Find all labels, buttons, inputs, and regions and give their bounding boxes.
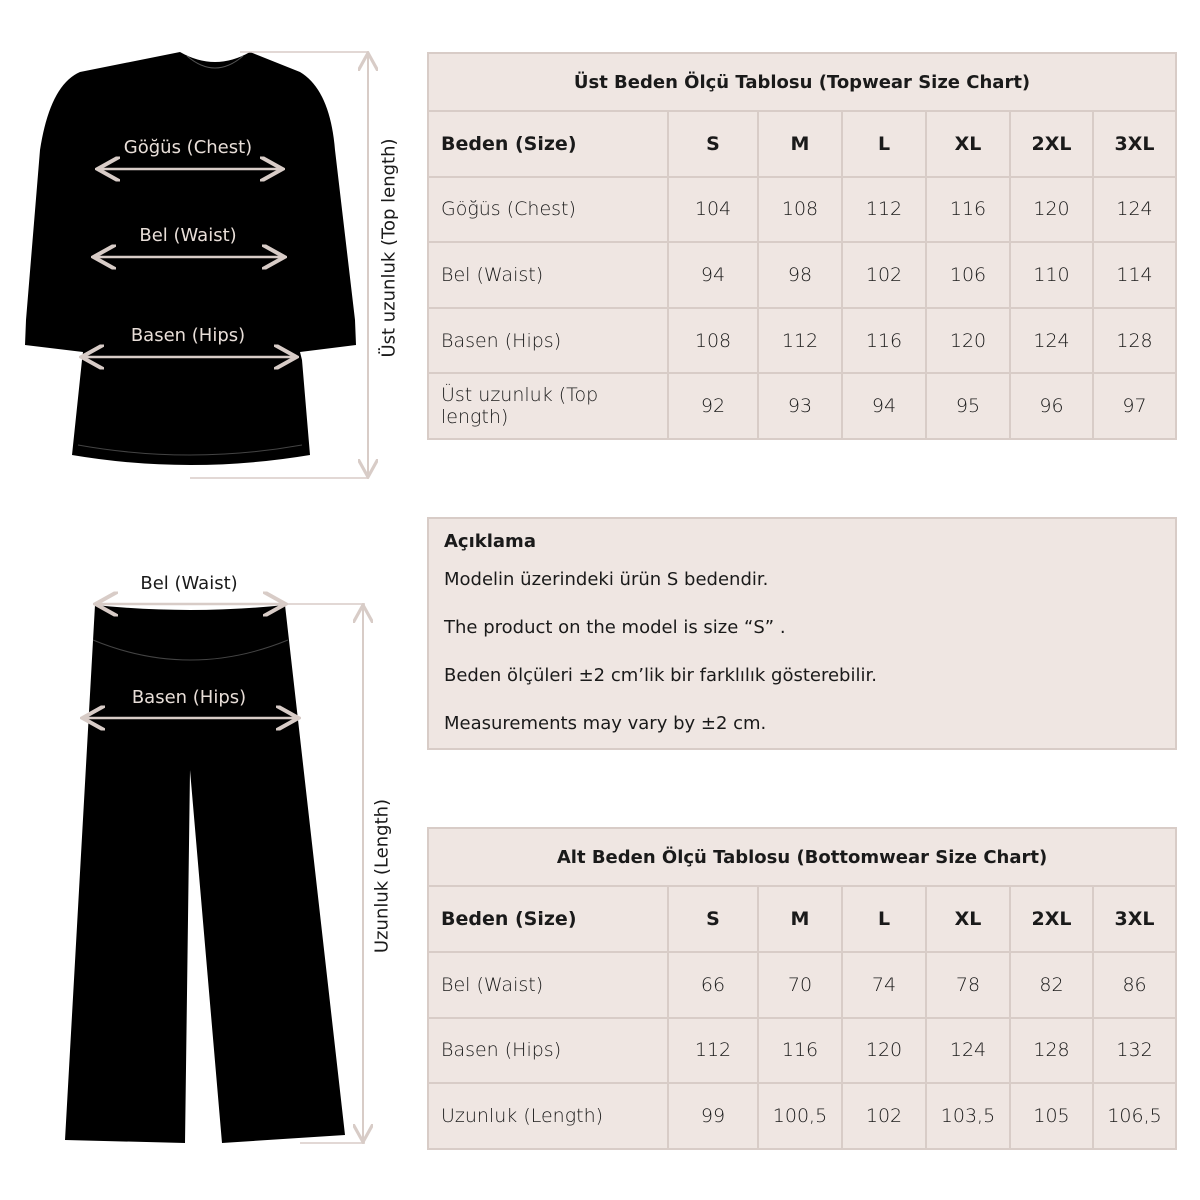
cell-value: 66 [667, 950, 759, 1019]
note-line: Modelin üzerindeki ürün S bedendir. [444, 569, 769, 590]
cell-value: 70 [757, 950, 843, 1019]
cell-value: S [667, 110, 759, 178]
pants-hips-label: Basen (Hips) [131, 687, 247, 708]
cell-value: 2XL [1009, 885, 1094, 953]
row-label: Üst uzunluk (Top length) [427, 372, 669, 440]
waist-label: Bel (Waist) [139, 225, 237, 246]
note-heading: Açıklama [444, 531, 536, 552]
cell-value: 94 [667, 241, 759, 309]
note-line: The product on the model is size “S” . [444, 617, 786, 638]
cell-value: 108 [757, 175, 843, 244]
table-row: Uzunluk (Length) 99 100,5 102 103,5 105 106,5 [427, 1082, 1178, 1151]
row-label: Beden (Size) [427, 885, 669, 953]
table-title: Üst Beden Ölçü Tablosu (Topwear Size Cha… [426, 52, 1178, 112]
cell-value: 116 [757, 1016, 843, 1085]
table-header-row: Beden (Size) S M L XL 2XL 3XL [427, 885, 1178, 953]
table-header-row: Beden (Size) S M L XL 2XL 3XL [427, 110, 1178, 178]
table-row: Bel (Waist) 94 98 102 106 110 114 [427, 241, 1178, 309]
cell-value: 102 [841, 1082, 927, 1151]
cell-value: 93 [757, 372, 843, 440]
cell-value: 104 [667, 175, 759, 244]
cell-value: 124 [925, 1016, 1011, 1085]
cell-value: 124 [1091, 175, 1178, 244]
table-title: Alt Beden Ölçü Tablosu (Bottomwear Size … [426, 827, 1178, 887]
cell-value: 95 [925, 372, 1011, 440]
cell-value: 116 [925, 175, 1011, 244]
row-label: Uzunluk (Length) [427, 1082, 669, 1151]
table-row: Göğüs (Chest) 104 108 112 116 120 124 [427, 175, 1178, 244]
topwear-size-table: Üst Beden Ölçü Tablosu (Topwear Size Cha… [426, 52, 1178, 440]
cell-value: 116 [841, 306, 927, 375]
shirt-shape [25, 52, 356, 465]
pants-waist-label: Bel (Waist) [140, 573, 238, 594]
cell-value: 120 [925, 306, 1011, 375]
cell-value: S [667, 885, 759, 953]
row-label: Beden (Size) [427, 110, 669, 178]
cell-value: 128 [1091, 306, 1178, 375]
cell-value: 74 [841, 950, 927, 1019]
cell-value: 3XL [1091, 110, 1178, 178]
pants-shape [65, 605, 345, 1143]
cell-value: 112 [667, 1016, 759, 1085]
row-label: Bel (Waist) [427, 950, 669, 1019]
cell-value: 100,5 [757, 1082, 843, 1151]
cell-value: 108 [667, 306, 759, 375]
cell-value: 128 [1009, 1016, 1094, 1085]
cell-value: M [757, 885, 843, 953]
cell-value: 78 [925, 950, 1011, 1019]
cell-value: 86 [1091, 950, 1178, 1019]
cell-value: 94 [841, 372, 927, 440]
table-row: Basen (Hips) 112 116 120 124 128 132 [427, 1016, 1178, 1085]
cell-value: 96 [1009, 372, 1094, 440]
cell-value: 106,5 [1091, 1082, 1178, 1151]
cell-value: L [841, 885, 927, 953]
cell-value: 120 [841, 1016, 927, 1085]
cell-value: 99 [667, 1082, 759, 1151]
cell-value: 132 [1091, 1016, 1178, 1085]
cell-value: M [757, 110, 843, 178]
table-row: Bel (Waist) 66 70 74 78 82 86 [427, 950, 1178, 1019]
garment-illustrations [25, 0, 420, 1200]
cell-value: 114 [1091, 241, 1178, 309]
cell-value: 106 [925, 241, 1011, 309]
table-row: Basen (Hips) 108 112 116 120 124 128 [427, 306, 1178, 375]
cell-value: L [841, 110, 927, 178]
cell-value: 3XL [1091, 885, 1178, 953]
bottomwear-size-table: Alt Beden Ölçü Tablosu (Bottomwear Size … [426, 827, 1178, 1151]
note-panel: Açıklama Modelin üzerindeki ürün S beden… [427, 517, 1177, 750]
cell-value: XL [925, 885, 1011, 953]
cell-value: 112 [757, 306, 843, 375]
cell-value: 112 [841, 175, 927, 244]
row-label: Basen (Hips) [427, 1016, 669, 1085]
cell-value: 105 [1009, 1082, 1094, 1151]
row-label: Bel (Waist) [427, 241, 669, 309]
cell-value: 97 [1091, 372, 1178, 440]
table-row: Üst uzunluk (Top length) 92 93 94 95 96 97 [427, 372, 1178, 440]
cell-value: 103,5 [925, 1082, 1011, 1151]
pants-length-label: Uzunluk (Length) [371, 798, 393, 954]
cell-value: 98 [757, 241, 843, 309]
cell-value: 124 [1009, 306, 1094, 375]
chest-label: Göğüs (Chest) [123, 137, 253, 158]
cell-value: 110 [1009, 241, 1094, 309]
cell-value: 2XL [1009, 110, 1094, 178]
row-label: Göğüs (Chest) [427, 175, 669, 244]
hips-label: Basen (Hips) [130, 325, 246, 346]
row-label: Basen (Hips) [427, 306, 669, 375]
cell-value: 92 [667, 372, 759, 440]
note-line: Measurements may vary by ±2 cm. [444, 713, 767, 734]
top-length-label: Üst uzunluk (Top length) [378, 138, 400, 358]
cell-value: 120 [1009, 175, 1094, 244]
cell-value: XL [925, 110, 1011, 178]
note-line: Beden ölçüleri ±2 cm’lik bir farklılık g… [444, 665, 877, 686]
cell-value: 102 [841, 241, 927, 309]
cell-value: 82 [1009, 950, 1094, 1019]
